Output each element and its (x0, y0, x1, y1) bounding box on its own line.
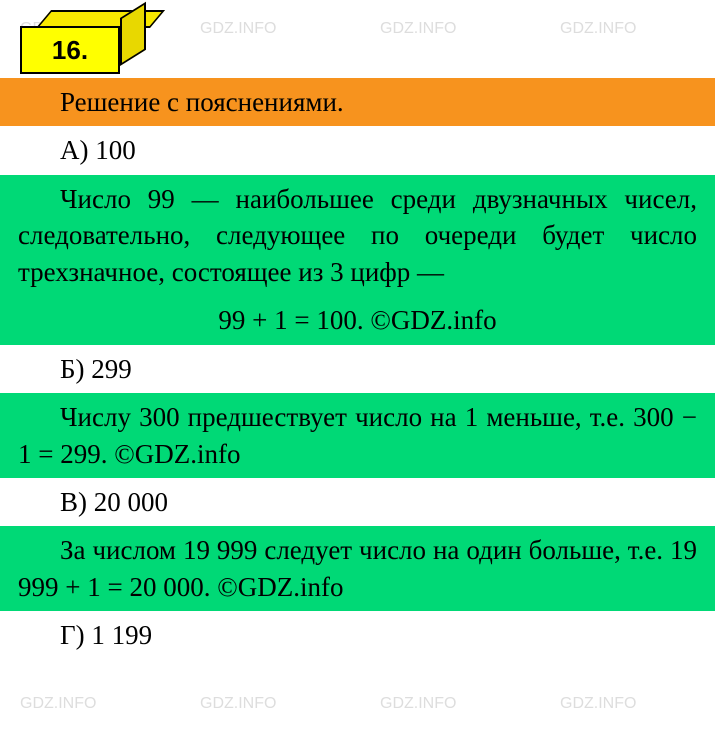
answer-a-label: А) 100 (60, 135, 136, 165)
answer-a-explain: Число 99 — наибольшее среди дву­значных … (18, 184, 697, 287)
answer-a-label-row: А) 100 (0, 126, 715, 174)
badge-front-face: 16. (20, 26, 120, 74)
answer-b-label: Б) 299 (60, 354, 132, 384)
badge-number: 16. (52, 35, 88, 66)
header-title: Решение с пояснениями. (60, 87, 344, 117)
problem-badge: 16. (20, 10, 150, 70)
watermark-text: GDZ.INFO (380, 695, 456, 713)
answer-v-label-row: В) 20 000 (0, 478, 715, 526)
watermark-text: GDZ.INFO (560, 695, 636, 713)
content-container: 16. Решение с пояснениями. А) 100 Число … (0, 0, 715, 660)
answer-g-label: Г) 1 199 (60, 620, 152, 650)
answer-v-explain: За числом 19 999 следует число на один б… (18, 535, 697, 601)
answer-a-explain-row: Число 99 — наибольшее среди дву­значных … (0, 175, 715, 296)
watermark-text: GDZ.INFO (200, 695, 276, 713)
answer-b-label-row: Б) 299 (0, 345, 715, 393)
answer-v-label: В) 20 000 (60, 487, 168, 517)
header-row: Решение с пояснениями. (0, 78, 715, 126)
answer-b-explain-row: Числу 300 предшествует число на 1 меньше… (0, 393, 715, 478)
badge-container: 16. (0, 0, 715, 78)
answer-v-explain-row: За числом 19 999 следует число на один б… (0, 526, 715, 611)
answer-g-label-row: Г) 1 199 (0, 611, 715, 659)
watermark-text: GDZ.INFO (20, 695, 96, 713)
answer-a-formula-row: 99 + 1 = 100. ©GDZ.info (0, 296, 715, 344)
answer-b-explain: Числу 300 предшествует число на 1 меньше… (18, 402, 697, 468)
answer-a-formula: 99 + 1 = 100. ©GDZ.info (218, 305, 496, 335)
